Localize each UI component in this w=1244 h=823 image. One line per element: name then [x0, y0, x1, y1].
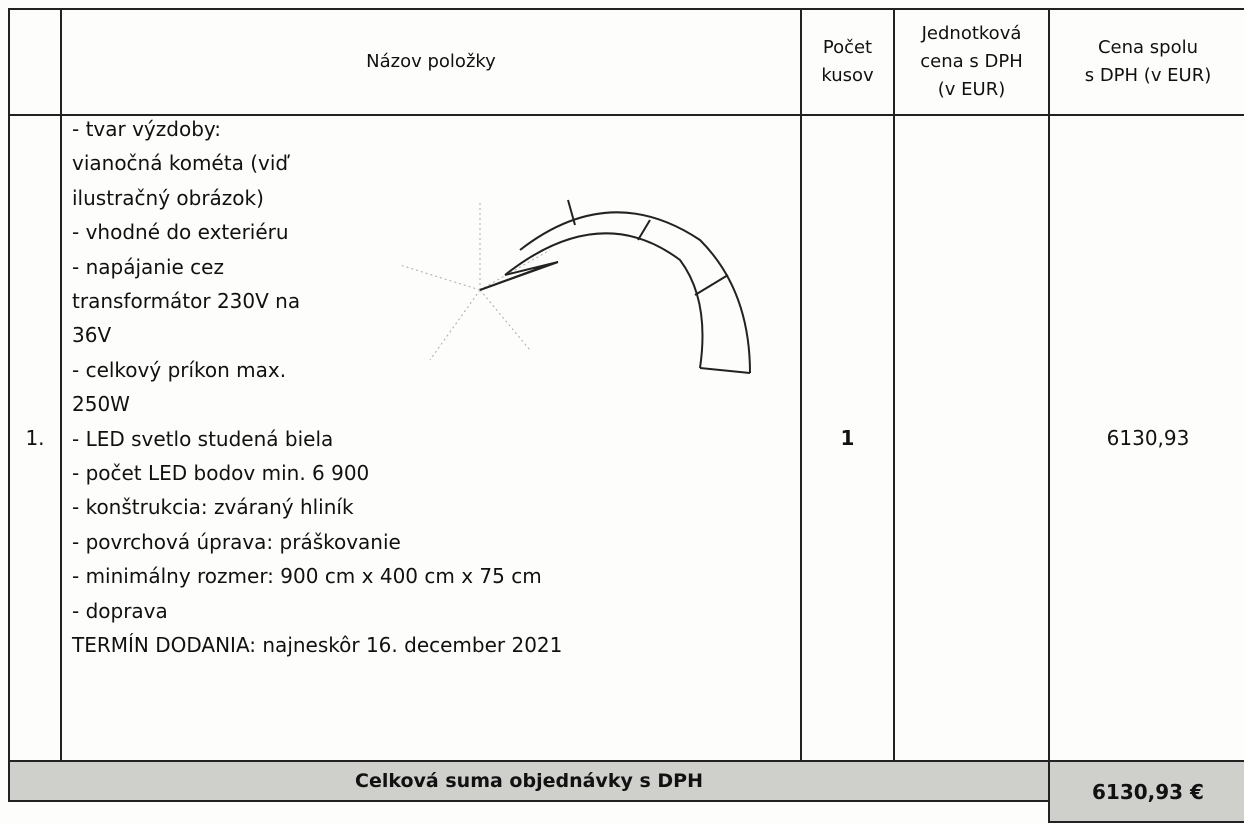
description-line: - celkový príkon max. [72, 357, 287, 382]
header-text: Názov položky [366, 51, 496, 72]
header-text: s DPH (v EUR) [1084, 65, 1212, 86]
description-line: TERMÍN DODANIA: najneskôr 16. december 2… [72, 633, 563, 658]
description-line: - tvar výzdoby: [72, 117, 222, 141]
header-text: Počet [822, 37, 873, 58]
description-line: - počet LED bodov min. 6 900 [72, 461, 370, 486]
description-line: - povrchová úprava: práškovanie [72, 529, 401, 554]
footer-label: Celková suma objednávky s DPH [8, 760, 1050, 802]
description-line: 250W [72, 392, 130, 417]
header-text: kusov [821, 65, 874, 86]
description-line: ilustračný obrázok) [72, 185, 264, 210]
description-line: - vhodné do exteriéru [72, 220, 289, 245]
header-text: Jednotková [921, 23, 1022, 44]
header-cell: Počet kusov [800, 8, 895, 116]
header-cell: Jednotková cena s DPH (v EUR) [893, 8, 1050, 116]
row-number: 1. [8, 114, 62, 762]
description-line: - konštrukcia: zváraný hliník [72, 495, 354, 520]
header-cell: Cena spolu s DPH (v EUR) [1048, 8, 1244, 116]
total-price: 6130,93 [1048, 114, 1244, 762]
header-text: (v EUR) [937, 79, 1006, 100]
description-line: vianočná kométa (viď [72, 151, 289, 176]
quantity: 1 [800, 114, 895, 762]
description-line: 36V [72, 323, 112, 348]
description-line: transformátor 230V na [72, 289, 301, 314]
header-cell: Názov položky [60, 8, 802, 116]
header-text: Cena spolu [1097, 37, 1199, 58]
unit-price-cell [893, 114, 1050, 762]
header-text: cena s DPH [920, 51, 1023, 72]
footer-total: 6130,93 € [1048, 760, 1244, 823]
description-line: - minimálny rozmer: 900 cm x 400 cm x 75… [72, 564, 542, 589]
description-line: - LED svetlo studená biela [72, 426, 334, 451]
illustration [399, 199, 751, 374]
description-lines: - tvar výzdoby: vianočná kométa (viď ilust… [72, 112, 562, 663]
description-line: - napájanie cez [72, 254, 224, 279]
description-line: - doprava [72, 598, 168, 623]
header-cell-number [8, 8, 62, 116]
